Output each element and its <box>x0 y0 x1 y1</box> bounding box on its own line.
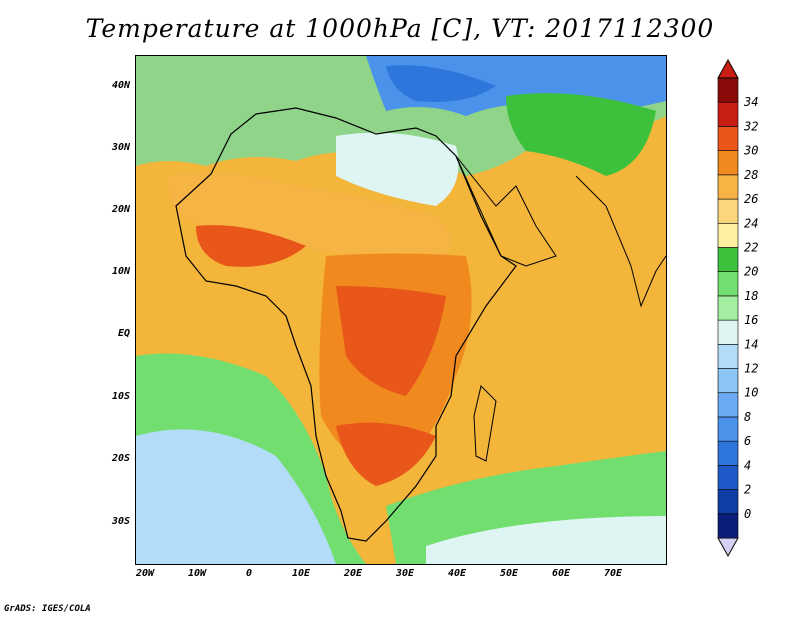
colorbar-level-label: 26 <box>744 192 758 206</box>
madagascar-coastline <box>473 385 497 462</box>
credit-label: GrADS: IGES/COLA <box>4 604 91 614</box>
colorbar-level-label: 0 <box>744 507 751 521</box>
arabia-coastline <box>455 155 557 267</box>
lon-label-40e: 40E <box>448 568 467 579</box>
colorbar-max-triangle <box>717 58 739 79</box>
colorbar-swatch <box>717 416 739 442</box>
colorbar-swatch <box>717 198 739 224</box>
lon-label-10w: 10W <box>188 568 207 579</box>
india-coastline <box>575 175 666 308</box>
colorbar-level-label: 6 <box>744 434 751 448</box>
lat-label-20s: 20S <box>111 453 130 464</box>
colorbar-min-triangle <box>717 537 739 558</box>
colorbar-swatch <box>717 271 739 297</box>
colorbar-swatch <box>717 392 739 418</box>
lon-label-70e: 70E <box>604 568 623 579</box>
colorbar-level-label: 30 <box>743 144 758 158</box>
lat-label-40n: 40N <box>112 80 131 91</box>
colorbar-swatch <box>717 440 739 466</box>
colorbar-level-label: 14 <box>744 337 758 351</box>
colorbar-swatch <box>717 465 739 490</box>
field-west-africa-hot <box>196 225 306 267</box>
colorbar-swatch <box>717 101 739 127</box>
field-middle-east-green <box>506 93 656 176</box>
lat-label-30n: 30N <box>111 142 131 153</box>
lon-label-20e: 20E <box>343 568 363 579</box>
lat-label-10s: 10S <box>112 391 130 402</box>
field-congo-hot <box>336 286 446 396</box>
field-southern-ocean-cool <box>426 516 666 564</box>
colorbar-level-label: 16 <box>744 313 758 327</box>
colorbar-level-label: 34 <box>743 95 758 109</box>
colorbar-swatch <box>717 344 739 369</box>
plot-title: Temperature at 1000hPa [C], VT: 20171123… <box>85 14 715 43</box>
lon-label-0: 0 <box>246 568 252 579</box>
colorbar-swatch <box>717 489 739 515</box>
colorbar-swatch <box>717 247 739 272</box>
field-south-atlantic-cool <box>136 429 336 564</box>
colorbar-swatch <box>717 222 739 248</box>
colorbar-level-label: 18 <box>744 289 758 303</box>
colorbar-swatch <box>717 174 739 200</box>
field-coldest-europe <box>386 65 496 102</box>
colorbar-swatch <box>717 295 739 321</box>
lat-label-30s: 30S <box>111 516 130 527</box>
temperature-map <box>135 55 667 565</box>
colorbar-level-label: 28 <box>744 168 758 182</box>
lat-label-eq: EQ <box>118 328 130 339</box>
colorbar-swatch <box>717 126 739 151</box>
colorbar-swatch <box>717 368 739 394</box>
colorbar-level-label: 8 <box>744 410 751 424</box>
colorbar-level-label: 24 <box>744 216 758 230</box>
colorbar-level-label: 10 <box>744 386 758 400</box>
colorbar-swatch <box>717 513 739 539</box>
colorbar-level-label: 20 <box>744 265 758 279</box>
field-sahara-cool <box>336 132 459 206</box>
lon-label-20w: 20W <box>135 568 155 579</box>
field-sahel-warm <box>166 172 451 266</box>
lon-label-60e: 60E <box>552 568 571 579</box>
field-southern-africa-hot <box>336 422 436 486</box>
colorbar-level-label: 2 <box>744 483 751 497</box>
lat-label-20n: 20N <box>111 204 131 215</box>
map-canvas <box>136 56 666 564</box>
africa-coastline <box>175 107 517 542</box>
lon-label-50e: 50E <box>500 568 519 579</box>
latitude-axis: 40N 30N 20N 10N EQ 10S 20S 30S <box>111 80 131 527</box>
lat-label-10n: 10N <box>112 266 131 277</box>
colorbar-level-label: 22 <box>744 240 758 254</box>
colorbar-level-label: 32 <box>743 119 758 133</box>
colorbar-swatch <box>717 150 739 176</box>
colorbar-swatch <box>717 319 739 345</box>
longitude-axis: 20W 10W 0 10E 20E 30E 40E 50E 60E 70E <box>135 568 623 579</box>
colorbar-swatch <box>717 77 739 103</box>
lon-label-30e: 30E <box>395 568 415 579</box>
lon-label-10e: 10E <box>292 568 311 579</box>
colorbar-level-label: 12 <box>744 362 758 376</box>
colorbar-level-label: 4 <box>744 458 751 472</box>
